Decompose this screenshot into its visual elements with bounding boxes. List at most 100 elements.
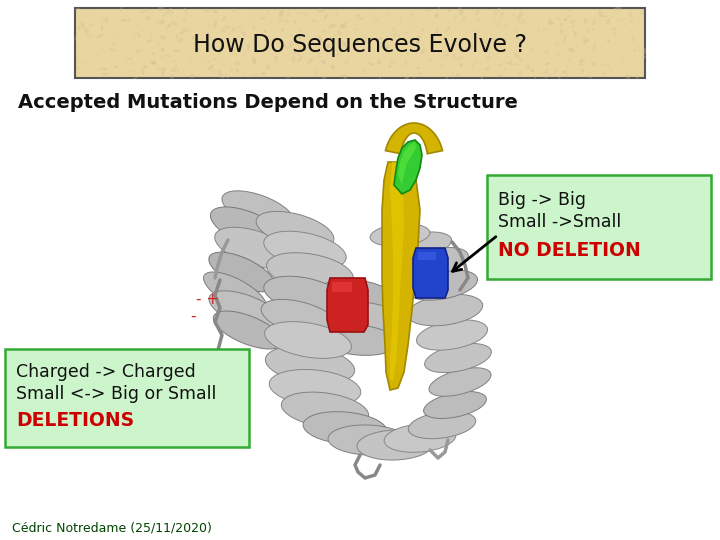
Ellipse shape bbox=[328, 24, 333, 29]
Text: Small <-> Big or Small: Small <-> Big or Small bbox=[16, 385, 217, 403]
Ellipse shape bbox=[456, 73, 459, 78]
Ellipse shape bbox=[359, 17, 364, 21]
Ellipse shape bbox=[408, 294, 482, 326]
Ellipse shape bbox=[498, 63, 505, 66]
Ellipse shape bbox=[370, 224, 430, 246]
Ellipse shape bbox=[621, 55, 624, 62]
Ellipse shape bbox=[355, 39, 361, 42]
Ellipse shape bbox=[498, 12, 505, 14]
Ellipse shape bbox=[377, 59, 382, 65]
Ellipse shape bbox=[312, 20, 318, 22]
Ellipse shape bbox=[300, 48, 303, 50]
Polygon shape bbox=[332, 282, 352, 292]
Ellipse shape bbox=[448, 26, 450, 29]
Ellipse shape bbox=[591, 62, 596, 65]
Ellipse shape bbox=[407, 270, 477, 300]
Ellipse shape bbox=[517, 14, 523, 18]
Ellipse shape bbox=[372, 14, 375, 17]
Ellipse shape bbox=[149, 15, 150, 19]
Ellipse shape bbox=[151, 52, 156, 56]
Ellipse shape bbox=[127, 71, 130, 78]
Ellipse shape bbox=[284, 20, 289, 23]
Ellipse shape bbox=[129, 18, 131, 19]
Ellipse shape bbox=[183, 8, 185, 12]
Ellipse shape bbox=[498, 74, 501, 77]
Ellipse shape bbox=[111, 43, 117, 45]
Ellipse shape bbox=[80, 63, 84, 65]
Ellipse shape bbox=[441, 64, 444, 67]
Ellipse shape bbox=[170, 11, 174, 15]
Ellipse shape bbox=[507, 62, 511, 64]
Ellipse shape bbox=[638, 17, 640, 20]
Ellipse shape bbox=[338, 32, 341, 36]
Ellipse shape bbox=[518, 21, 520, 23]
Ellipse shape bbox=[215, 227, 295, 269]
Ellipse shape bbox=[364, 69, 366, 75]
Ellipse shape bbox=[487, 56, 490, 59]
Ellipse shape bbox=[368, 62, 375, 66]
Ellipse shape bbox=[97, 33, 104, 38]
Ellipse shape bbox=[454, 38, 457, 44]
Ellipse shape bbox=[76, 56, 79, 62]
Text: How Do Sequences Evolve ?: How Do Sequences Evolve ? bbox=[193, 33, 527, 57]
Ellipse shape bbox=[588, 72, 591, 73]
Ellipse shape bbox=[446, 53, 449, 57]
Ellipse shape bbox=[513, 27, 517, 32]
Text: Cédric Notredame (25/11/2020): Cédric Notredame (25/11/2020) bbox=[12, 522, 212, 535]
Ellipse shape bbox=[448, 9, 450, 12]
Ellipse shape bbox=[394, 32, 396, 37]
Ellipse shape bbox=[209, 252, 275, 292]
Ellipse shape bbox=[146, 39, 152, 43]
Ellipse shape bbox=[282, 392, 369, 428]
Ellipse shape bbox=[357, 430, 433, 460]
Ellipse shape bbox=[98, 69, 101, 71]
Ellipse shape bbox=[137, 32, 140, 37]
Ellipse shape bbox=[292, 55, 295, 63]
Ellipse shape bbox=[486, 39, 492, 42]
Ellipse shape bbox=[523, 19, 525, 23]
Ellipse shape bbox=[545, 62, 550, 65]
Ellipse shape bbox=[286, 75, 293, 79]
Ellipse shape bbox=[143, 12, 145, 14]
Ellipse shape bbox=[566, 66, 567, 67]
Ellipse shape bbox=[171, 21, 178, 26]
Ellipse shape bbox=[279, 10, 282, 14]
Ellipse shape bbox=[426, 10, 430, 12]
Ellipse shape bbox=[578, 64, 584, 65]
Ellipse shape bbox=[570, 19, 575, 24]
Ellipse shape bbox=[256, 211, 334, 248]
Ellipse shape bbox=[143, 65, 146, 68]
Ellipse shape bbox=[439, 55, 444, 58]
Ellipse shape bbox=[274, 60, 279, 66]
Ellipse shape bbox=[321, 60, 326, 64]
Ellipse shape bbox=[264, 276, 346, 314]
Ellipse shape bbox=[498, 64, 501, 67]
Ellipse shape bbox=[317, 280, 393, 310]
Ellipse shape bbox=[250, 14, 251, 20]
Polygon shape bbox=[418, 252, 436, 260]
Ellipse shape bbox=[317, 55, 321, 58]
Ellipse shape bbox=[400, 17, 402, 21]
Ellipse shape bbox=[77, 25, 81, 30]
Ellipse shape bbox=[583, 18, 587, 24]
Ellipse shape bbox=[508, 64, 516, 65]
Ellipse shape bbox=[413, 76, 415, 79]
Ellipse shape bbox=[358, 49, 361, 54]
Ellipse shape bbox=[102, 73, 109, 76]
Ellipse shape bbox=[411, 23, 415, 25]
Ellipse shape bbox=[518, 20, 524, 25]
Ellipse shape bbox=[269, 17, 271, 24]
Ellipse shape bbox=[161, 48, 165, 52]
Ellipse shape bbox=[120, 6, 122, 11]
Ellipse shape bbox=[592, 47, 595, 51]
Ellipse shape bbox=[519, 58, 523, 63]
Ellipse shape bbox=[307, 22, 309, 25]
Ellipse shape bbox=[129, 70, 131, 73]
Ellipse shape bbox=[264, 322, 351, 359]
Ellipse shape bbox=[626, 74, 630, 80]
Ellipse shape bbox=[117, 38, 118, 40]
Ellipse shape bbox=[140, 11, 143, 14]
Text: -: - bbox=[190, 308, 196, 323]
Ellipse shape bbox=[642, 47, 646, 55]
Ellipse shape bbox=[438, 6, 440, 10]
